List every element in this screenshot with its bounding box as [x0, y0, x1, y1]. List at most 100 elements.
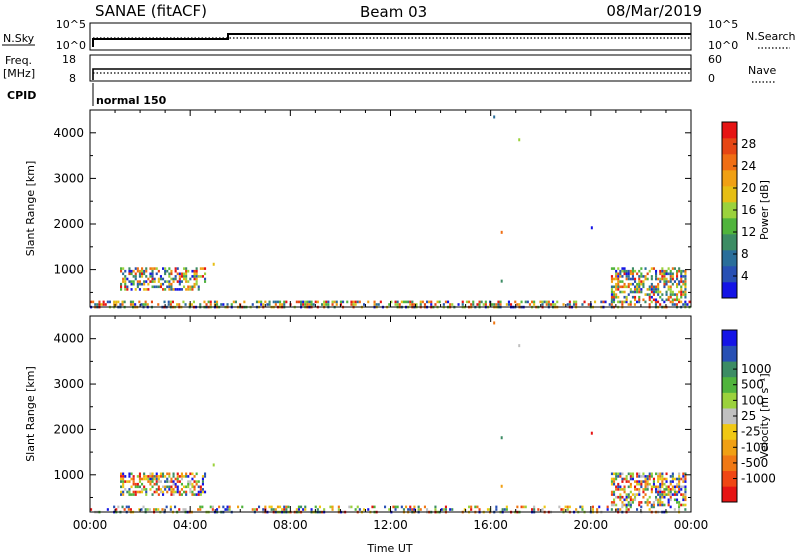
data-cell [491, 303, 494, 306]
data-cell [518, 138, 521, 142]
data-cell [168, 475, 171, 478]
data-cell [610, 280, 613, 283]
data-cell [631, 475, 634, 478]
data-cell [684, 290, 687, 294]
data-cell [655, 488, 658, 491]
data-cell [667, 488, 670, 491]
data-cell [124, 280, 127, 283]
data-cell [680, 503, 683, 507]
data-cell [682, 280, 685, 283]
colorbar-segment [722, 361, 737, 378]
colorbar-tick-label: 20 [741, 181, 756, 195]
data-cell [505, 508, 508, 511]
data-cell [573, 303, 576, 306]
data-cell [619, 488, 622, 491]
data-cell [613, 285, 616, 289]
freq-label-line1: Freq. [5, 54, 32, 67]
data-cell [430, 303, 433, 306]
data-cell [625, 493, 628, 496]
data-cell [629, 505, 632, 509]
data-cell [621, 303, 624, 306]
data-cell [201, 477, 204, 481]
data-cell [169, 303, 172, 306]
data-cell [193, 275, 196, 278]
data-cell [120, 477, 123, 481]
data-cell [657, 480, 660, 483]
data-cell [178, 288, 181, 291]
nsearch-label: N.Search [746, 30, 796, 43]
data-cell [348, 505, 351, 509]
data-cell [667, 485, 670, 489]
data-cell [405, 505, 408, 509]
freq-tick-top: 18 [62, 53, 76, 66]
data-cell [155, 475, 158, 478]
cpid-mode: normal 150 [96, 94, 167, 107]
data-cell [185, 493, 188, 496]
data-cell [193, 493, 196, 496]
data-cell [149, 475, 152, 478]
data-cell [648, 293, 651, 296]
data-cell [165, 505, 168, 509]
data-cell [274, 508, 277, 511]
data-cell [661, 269, 664, 273]
data-cell [204, 472, 207, 476]
data-cell [350, 505, 353, 509]
data-cell [631, 498, 634, 502]
data-cell [623, 485, 626, 489]
data-cell [423, 505, 426, 509]
data-cell [176, 477, 179, 481]
data-cell [132, 490, 135, 494]
data-cell [174, 505, 177, 509]
data-cell [638, 280, 641, 283]
data-cell [119, 303, 122, 306]
data-cell [678, 290, 681, 294]
data-cell [663, 277, 666, 281]
data-cell [342, 300, 345, 304]
data-cell [130, 272, 133, 276]
nave-label: Nave [748, 64, 776, 77]
data-cell [678, 269, 681, 273]
data-cell [197, 285, 200, 289]
data-cell [124, 288, 127, 291]
data-cell [134, 485, 137, 489]
data-cell [255, 508, 258, 511]
data-cell [145, 269, 148, 273]
data-cell [562, 303, 565, 306]
data-cell [304, 508, 307, 511]
data-cell [657, 288, 660, 291]
data-cell [145, 275, 148, 278]
colorbar-tick-label: 8 [741, 247, 749, 261]
data-cell [655, 490, 658, 494]
data-cell [682, 503, 685, 507]
colorbar-segment [722, 266, 737, 283]
data-cell [478, 303, 481, 306]
data-cell [528, 303, 531, 306]
data-cell [507, 300, 510, 304]
data-cell [646, 272, 649, 276]
data-cell [115, 300, 118, 304]
data-cell [615, 295, 618, 299]
data-cell [199, 505, 202, 509]
data-cell [451, 303, 454, 306]
power-x-ticks [89, 110, 692, 307]
data-cell [151, 277, 154, 281]
data-cell [189, 480, 192, 483]
data-cell [650, 288, 653, 291]
data-cell [619, 290, 622, 294]
data-cell [610, 501, 613, 504]
data-cell [663, 269, 666, 273]
data-cell [684, 282, 687, 286]
data-cell [411, 508, 414, 511]
data-cell [115, 508, 118, 511]
data-cell [678, 505, 681, 509]
data-cell [159, 282, 162, 286]
colorbar-segment [722, 154, 737, 171]
data-cell [166, 485, 169, 489]
data-cell [625, 298, 628, 302]
data-cell [151, 493, 154, 496]
data-cell [520, 300, 523, 304]
data-cell [627, 272, 630, 276]
data-cell [226, 303, 229, 306]
data-cell [104, 303, 107, 306]
data-cell [407, 508, 410, 511]
